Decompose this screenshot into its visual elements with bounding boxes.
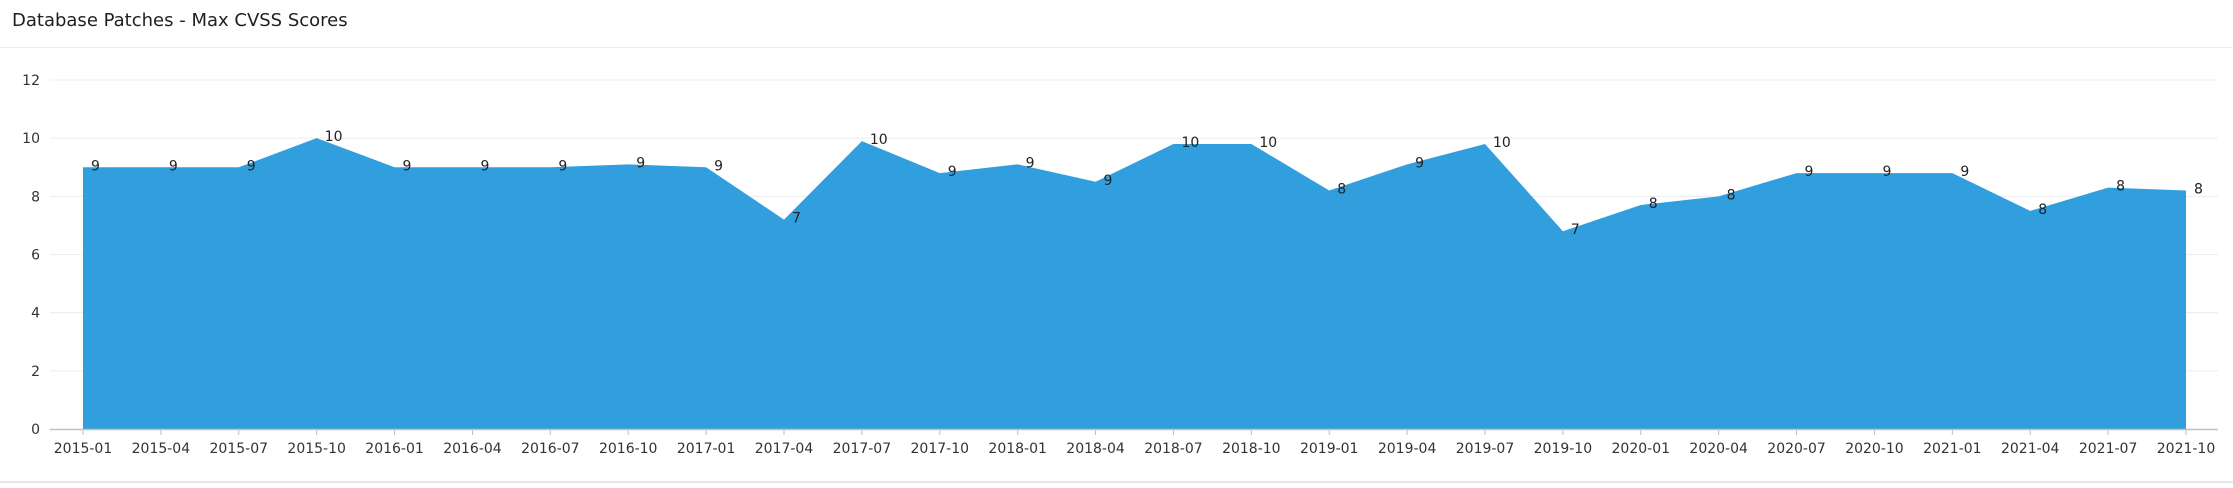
area-series	[83, 138, 2186, 429]
data-label: 9	[403, 158, 412, 174]
data-label: 8	[2038, 202, 2047, 218]
x-tick-label: 2021-10	[2157, 441, 2216, 457]
x-tick-label: 2017-07	[833, 441, 892, 457]
y-tick-label: 8	[31, 189, 40, 205]
area-fill	[83, 138, 2186, 429]
data-label: 9	[558, 158, 567, 174]
x-tick-label: 2016-10	[599, 441, 658, 457]
axes	[50, 428, 2218, 435]
data-label: 9	[91, 158, 100, 174]
x-tick-label: 2020-01	[1612, 441, 1671, 457]
x-tick-label: 2021-07	[2079, 441, 2138, 457]
data-label: 10	[1493, 135, 1511, 151]
x-tick-label: 2017-01	[677, 441, 736, 457]
x-tick-label: 2015-07	[210, 441, 269, 457]
y-tick-label: 10	[22, 131, 40, 147]
data-label: 9	[1882, 164, 1891, 180]
data-label: 8	[1727, 187, 1736, 203]
data-label: 9	[169, 158, 178, 174]
x-tick-label: 2020-04	[1689, 441, 1748, 457]
x-tick-label: 2015-01	[54, 441, 113, 457]
x-tick-label: 2019-04	[1378, 441, 1437, 457]
data-label: 9	[1805, 164, 1814, 180]
data-label: 9	[1104, 173, 1113, 189]
x-tick-label: 2020-07	[1767, 441, 1826, 457]
data-label: 10	[325, 129, 343, 145]
data-label: 9	[247, 158, 256, 174]
x-tick-label: 2018-07	[1144, 441, 1203, 457]
panel-title: Database Patches - Max CVSS Scores	[12, 10, 348, 31]
y-tick-label: 0	[31, 422, 40, 438]
x-tick-label: 2018-10	[1222, 441, 1281, 457]
y-tick-labels: 0 2 4 6 8 10 12	[22, 73, 40, 438]
x-tick-label: 2019-01	[1300, 441, 1359, 457]
x-tick-label: 2017-04	[755, 441, 814, 457]
data-label: 9	[636, 155, 645, 171]
data-label: 9	[714, 158, 723, 174]
panel-header: Database Patches - Max CVSS Scores	[0, 0, 2233, 48]
x-tick-label: 2019-07	[1456, 441, 1515, 457]
x-tick-label: 2015-10	[287, 441, 346, 457]
data-label: 9	[1960, 164, 1969, 180]
data-label: 10	[1259, 135, 1277, 151]
data-label: 9	[1026, 155, 1035, 171]
x-tick-label: 2016-04	[443, 441, 502, 457]
x-tick-label: 2016-01	[365, 441, 424, 457]
x-tick-label: 2018-01	[988, 441, 1047, 457]
data-label: 8	[1337, 182, 1346, 198]
data-label: 9	[480, 158, 489, 174]
data-label: 8	[2116, 179, 2125, 195]
y-tick-label: 6	[31, 248, 40, 264]
x-tick-label: 2015-04	[132, 441, 191, 457]
y-tick-label: 12	[22, 73, 40, 89]
data-label: 8	[1649, 196, 1658, 212]
x-tick-labels: 2015-01 2015-04 2015-07 2015-10 2016-01 2016-…	[54, 441, 2216, 457]
data-label: 9	[948, 164, 957, 180]
data-label: 8	[2194, 182, 2203, 198]
x-tick-label: 2018-04	[1066, 441, 1125, 457]
data-label: 9	[1415, 155, 1424, 171]
y-tick-label: 2	[31, 364, 40, 380]
data-labels: 9 9 9 10 9 9 9 9 9 7 10 9 9 9 10 10 8 9 10 7 8 8 9 9 9 8 8 8	[91, 129, 2203, 238]
data-label: 7	[1571, 222, 1580, 238]
data-label: 10	[1181, 135, 1199, 151]
y-tick-label: 4	[31, 306, 40, 322]
x-tick-label: 2021-04	[2001, 441, 2060, 457]
data-label: 10	[870, 132, 888, 148]
x-tick-label: 2020-10	[1845, 441, 1904, 457]
x-tick-label: 2016-07	[521, 441, 580, 457]
x-tick-label: 2017-10	[911, 441, 970, 457]
x-tick-label: 2021-01	[1923, 441, 1982, 457]
x-tick-label: 2019-10	[1534, 441, 1593, 457]
data-label: 7	[792, 211, 801, 227]
